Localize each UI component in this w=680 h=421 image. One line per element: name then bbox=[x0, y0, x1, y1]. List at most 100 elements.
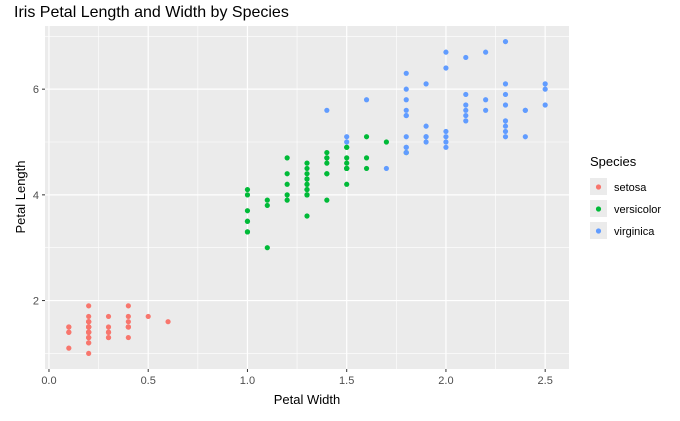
data-point-virginica bbox=[522, 134, 528, 140]
data-point-versicolor bbox=[324, 155, 330, 161]
legend-marker-setosa bbox=[595, 184, 602, 190]
data-point-setosa bbox=[105, 329, 112, 335]
y-tick-label: 2 bbox=[33, 296, 39, 308]
data-point-versicolor bbox=[244, 229, 251, 235]
data-point-virginica bbox=[502, 81, 509, 87]
x-axis-label: Petal Width bbox=[274, 392, 340, 407]
data-point-versicolor bbox=[244, 192, 251, 198]
data-point-virginica bbox=[502, 38, 509, 45]
legend-title: Species bbox=[590, 154, 637, 169]
data-point-versicolor bbox=[304, 171, 310, 177]
data-point-versicolor bbox=[284, 171, 290, 177]
data-point-virginica bbox=[403, 107, 409, 113]
data-point-virginica bbox=[423, 134, 429, 140]
legend-label-virginica: virginica bbox=[614, 226, 655, 238]
data-point-setosa bbox=[86, 329, 92, 335]
x-tick-label: 0.5 bbox=[141, 375, 156, 387]
data-point-versicolor bbox=[284, 155, 290, 161]
x-tick-label: 1.0 bbox=[240, 375, 255, 387]
data-point-setosa bbox=[125, 313, 131, 320]
data-point-virginica bbox=[383, 165, 389, 172]
data-point-virginica bbox=[344, 134, 350, 140]
data-point-virginica bbox=[443, 134, 449, 140]
data-point-versicolor bbox=[284, 197, 290, 203]
data-point-setosa bbox=[86, 319, 92, 325]
y-axis-label: Petal Length bbox=[13, 160, 28, 233]
data-point-virginica bbox=[502, 128, 509, 135]
data-point-setosa bbox=[165, 319, 171, 325]
data-point-virginica bbox=[403, 97, 409, 103]
data-point-virginica bbox=[403, 134, 409, 140]
data-point-virginica bbox=[423, 123, 429, 129]
x-tick-label: 0.0 bbox=[41, 375, 56, 387]
axes: 0.0 0.5 1.0 1.5 2.0 2.5 2 4 6 bbox=[33, 84, 553, 387]
data-point-setosa bbox=[66, 345, 72, 351]
data-point-versicolor bbox=[304, 213, 310, 219]
x-tick-label: 2.5 bbox=[538, 375, 553, 387]
data-point-virginica bbox=[403, 149, 409, 156]
data-point-setosa bbox=[105, 313, 112, 320]
data-point-versicolor bbox=[264, 245, 270, 251]
data-point-setosa bbox=[66, 324, 72, 330]
data-point-virginica bbox=[363, 97, 370, 103]
points bbox=[66, 38, 548, 357]
data-point-virginica bbox=[324, 107, 330, 113]
legend-label-setosa: setosa bbox=[614, 182, 647, 194]
data-point-versicolor bbox=[284, 181, 290, 187]
data-point-versicolor bbox=[304, 186, 310, 193]
data-point-versicolor bbox=[363, 134, 370, 140]
x-tick-label: 2.0 bbox=[438, 375, 453, 387]
data-point-virginica bbox=[423, 81, 429, 87]
data-point-setosa bbox=[86, 324, 92, 330]
data-point-setosa bbox=[125, 324, 131, 330]
data-point-versicolor bbox=[363, 165, 370, 172]
data-point-versicolor bbox=[383, 139, 389, 145]
data-point-virginica bbox=[443, 128, 449, 135]
data-point-virginica bbox=[483, 97, 489, 103]
data-point-virginica bbox=[483, 49, 489, 55]
data-point-virginica bbox=[463, 107, 469, 113]
data-point-virginica bbox=[502, 134, 509, 140]
data-point-versicolor bbox=[264, 197, 270, 203]
data-point-virginica bbox=[522, 107, 528, 113]
data-point-versicolor bbox=[324, 149, 330, 156]
data-point-virginica bbox=[443, 144, 449, 150]
data-point-setosa bbox=[125, 319, 131, 325]
data-point-versicolor bbox=[344, 181, 350, 187]
data-point-virginica bbox=[443, 65, 449, 71]
data-point-setosa bbox=[105, 324, 112, 330]
data-point-virginica bbox=[483, 107, 489, 113]
data-point-versicolor bbox=[344, 144, 350, 150]
data-point-virginica bbox=[403, 144, 409, 150]
data-point-versicolor bbox=[244, 218, 251, 224]
data-point-versicolor bbox=[304, 176, 310, 182]
y-tick-label: 4 bbox=[33, 190, 39, 202]
data-point-versicolor bbox=[344, 155, 350, 161]
data-point-setosa bbox=[125, 334, 131, 341]
data-point-setosa bbox=[125, 303, 131, 309]
chart-title: Iris Petal Length and Width by Species bbox=[14, 4, 289, 21]
data-point-virginica bbox=[423, 139, 429, 145]
data-point-virginica bbox=[502, 123, 509, 129]
legend: Species setosa versicolor virginica bbox=[590, 154, 661, 239]
data-point-virginica bbox=[463, 118, 469, 124]
data-point-virginica bbox=[463, 54, 469, 61]
data-point-setosa bbox=[145, 313, 151, 320]
data-point-virginica bbox=[403, 112, 409, 119]
data-point-virginica bbox=[502, 91, 509, 98]
data-point-virginica bbox=[403, 70, 409, 76]
data-point-versicolor bbox=[304, 160, 310, 166]
data-point-virginica bbox=[344, 139, 350, 145]
data-point-virginica bbox=[542, 102, 548, 108]
data-point-versicolor bbox=[304, 165, 310, 172]
data-point-setosa bbox=[86, 334, 92, 341]
legend-marker-versicolor bbox=[595, 206, 602, 212]
data-point-virginica bbox=[443, 139, 449, 145]
legend-marker-virginica bbox=[595, 228, 602, 234]
data-point-virginica bbox=[542, 81, 548, 87]
data-point-versicolor bbox=[244, 208, 251, 214]
data-point-setosa bbox=[86, 350, 92, 357]
data-point-virginica bbox=[463, 102, 469, 108]
data-point-virginica bbox=[443, 49, 449, 55]
